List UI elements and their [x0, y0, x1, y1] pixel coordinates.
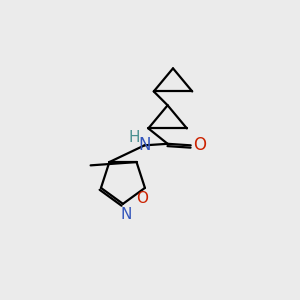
Text: O: O: [193, 136, 206, 154]
Text: H: H: [129, 130, 140, 145]
Text: N: N: [138, 136, 151, 154]
Text: N: N: [120, 207, 132, 222]
Text: O: O: [136, 191, 148, 206]
